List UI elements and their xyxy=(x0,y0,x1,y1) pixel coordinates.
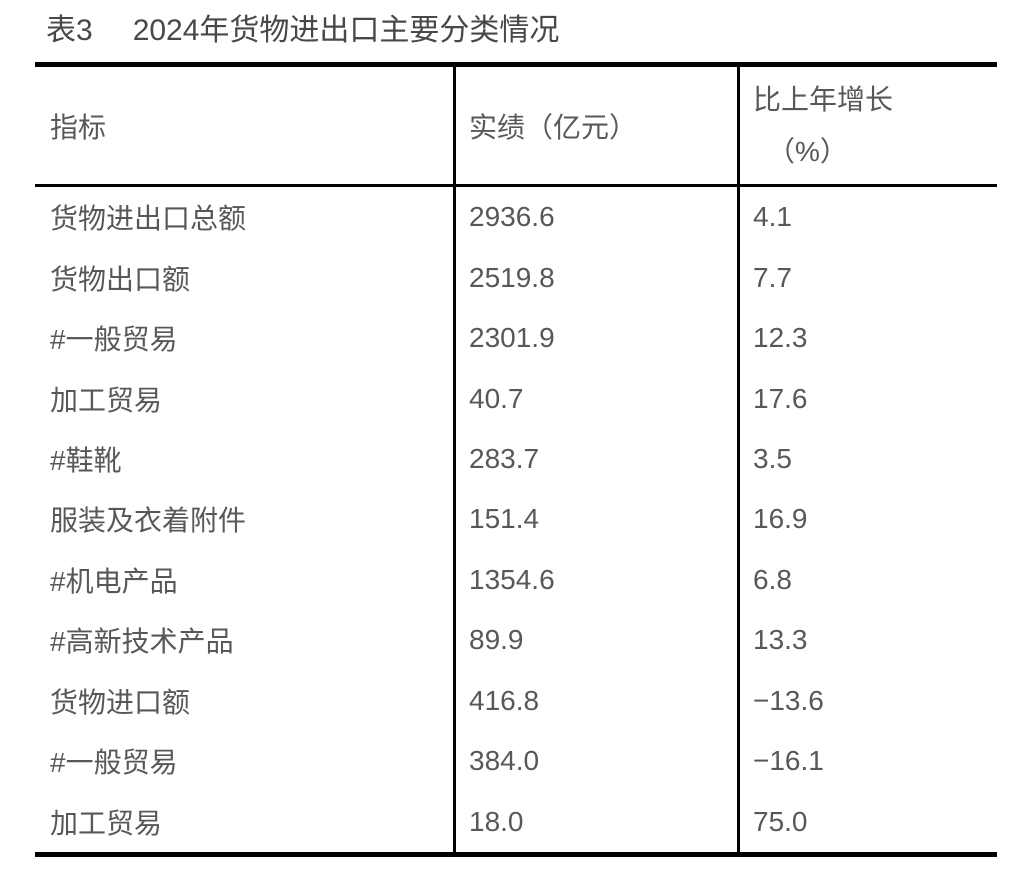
row-indicator: 货物出口额 xyxy=(50,263,191,295)
row-growth: 16.9 xyxy=(737,489,997,550)
row-value: 2301.9 xyxy=(453,307,737,369)
table-row: 货物进口额 416.8 −13.6 xyxy=(35,670,997,731)
header-growth: 比上年增长 （%） xyxy=(737,67,997,184)
header-growth-line1: 比上年增长 xyxy=(753,83,894,115)
row-value: 2519.8 xyxy=(453,247,737,308)
row-value: 89.9 xyxy=(453,610,737,671)
table-row: #机电产品 1354.6 6.8 xyxy=(35,549,997,611)
table-row: #一般贸易 384.0 −16.1 xyxy=(35,730,997,792)
row-indicator: #一般贸易 xyxy=(50,324,178,356)
row-growth: 3.5 xyxy=(737,428,997,490)
table-row: 服装及衣着附件 151.4 16.9 xyxy=(35,489,997,550)
row-growth: 7.7 xyxy=(737,247,997,308)
row-growth: 75.0 xyxy=(737,791,997,852)
trade-classification-table: 指标 实绩（亿元） 比上年增长 （%） 货物进出口总额 2936.6 4.1 货… xyxy=(35,62,997,857)
header-growth-line2: （%） xyxy=(767,135,848,167)
table-title-text: 2024年货物进出口主要分类情况 xyxy=(132,14,560,47)
table-row: #鞋靴 283.7 3.5 xyxy=(35,428,997,490)
row-indicator: 货物进出口总额 xyxy=(50,203,247,235)
row-value: 2936.6 xyxy=(453,187,737,248)
table-row: #一般贸易 2301.9 12.3 xyxy=(35,307,997,369)
row-value: 1354.6 xyxy=(453,549,737,611)
row-indicator: #机电产品 xyxy=(50,565,178,597)
row-growth: 6.8 xyxy=(737,549,997,611)
row-indicator: #鞋靴 xyxy=(50,444,122,476)
row-growth: −16.1 xyxy=(737,730,997,792)
table-row: 货物进出口总额 2936.6 4.1 xyxy=(35,187,997,248)
table-row: 加工贸易 40.7 17.6 xyxy=(35,368,997,429)
row-indicator: 货物进口额 xyxy=(50,686,191,718)
row-growth: −13.6 xyxy=(737,670,997,731)
row-indicator: #高新技术产品 xyxy=(50,626,234,658)
table-row: 加工贸易 18.0 75.0 xyxy=(35,791,997,852)
row-indicator: #一般贸易 xyxy=(50,747,178,779)
table-title: 表3 2024年货物进出口主要分类情况 xyxy=(46,12,559,50)
row-indicator: 服装及衣着附件 xyxy=(50,505,247,537)
table-row: 货物出口额 2519.8 7.7 xyxy=(35,247,997,308)
row-value: 18.0 xyxy=(453,791,737,852)
row-value: 384.0 xyxy=(453,730,737,792)
table-body: 货物进出口总额 2936.6 4.1 货物出口额 2519.8 7.7 #一般贸… xyxy=(35,187,997,852)
row-value: 40.7 xyxy=(453,368,737,429)
table-header-row: 指标 实绩（亿元） 比上年增长 （%） xyxy=(35,67,997,187)
row-growth: 13.3 xyxy=(737,610,997,671)
row-growth: 12.3 xyxy=(737,307,997,369)
table-number-label: 表3 xyxy=(46,14,93,47)
row-value: 416.8 xyxy=(453,670,737,731)
header-value: 实绩（亿元） xyxy=(453,67,737,184)
row-growth: 4.1 xyxy=(737,187,997,248)
row-indicator: 加工贸易 xyxy=(50,384,163,416)
row-growth: 17.6 xyxy=(737,368,997,429)
row-value: 283.7 xyxy=(453,428,737,490)
row-value: 151.4 xyxy=(453,489,737,550)
table-row: #高新技术产品 89.9 13.3 xyxy=(35,610,997,671)
header-indicator: 指标 xyxy=(50,111,107,143)
row-indicator: 加工贸易 xyxy=(50,807,163,839)
